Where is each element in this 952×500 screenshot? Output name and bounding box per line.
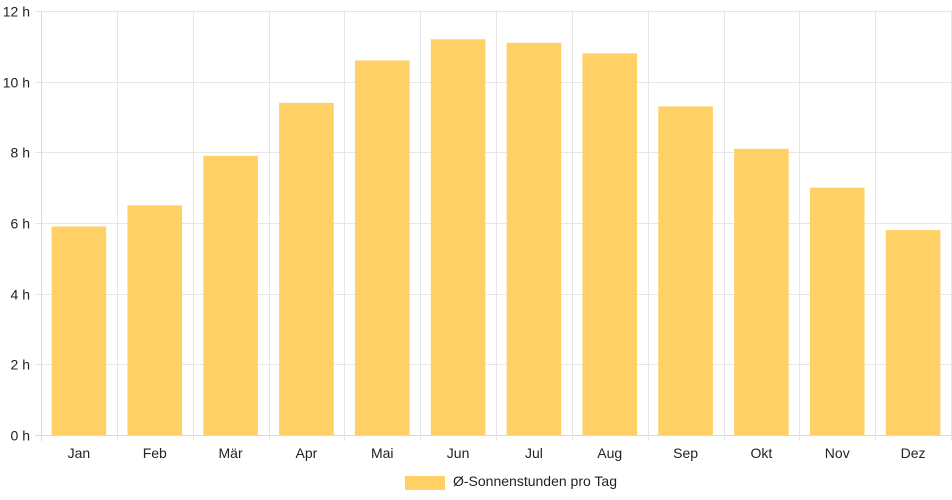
x-tick-label: Okt [751, 445, 773, 461]
x-tick-label: Mär [219, 445, 243, 461]
y-tick-label: 4 h [11, 287, 30, 303]
legend-swatch [405, 476, 446, 490]
x-tick-label: Aug [597, 445, 622, 461]
y-tick-label: 2 h [11, 357, 30, 373]
legend-label: Ø-Sonnenstunden pro Tag [453, 473, 617, 489]
bar[interactable] [127, 205, 183, 435]
bar[interactable] [51, 226, 107, 435]
x-tick-label: Sep [673, 445, 698, 461]
y-tick-label: 0 h [11, 428, 30, 444]
x-tick-label: Nov [825, 445, 850, 461]
bar[interactable] [658, 106, 713, 436]
x-tick-label: Jun [447, 445, 470, 461]
legend: Ø-Sonnenstunden pro Tag [405, 473, 617, 490]
bar[interactable] [734, 148, 789, 436]
x-tick-label: Apr [296, 445, 318, 461]
grid-lines [35, 11, 952, 441]
bar[interactable] [885, 230, 941, 435]
axes: 0 h 2 h 4 h 6 h 8 h 10 h 12 h Jan Feb Mär Apr Mai Ju… [3, 4, 926, 462]
bar[interactable] [203, 155, 258, 435]
x-tick-label: Mai [371, 445, 394, 461]
bar[interactable] [279, 102, 334, 436]
y-tick-label: 8 h [11, 145, 30, 161]
x-tick-label: Jul [525, 445, 543, 461]
y-tick-label: 6 h [11, 216, 30, 232]
y-tick-label: 10 h [3, 75, 30, 91]
x-tick-label: Feb [143, 445, 167, 461]
x-tick-label: Jan [68, 445, 91, 461]
bar[interactable] [506, 42, 562, 436]
bar[interactable] [582, 53, 638, 436]
y-tick-label: 12 h [3, 4, 30, 20]
x-tick-label: Dez [901, 445, 926, 461]
bar[interactable] [430, 39, 486, 436]
bar-series [51, 39, 941, 436]
bar[interactable] [809, 187, 865, 435]
bar[interactable] [354, 60, 410, 435]
